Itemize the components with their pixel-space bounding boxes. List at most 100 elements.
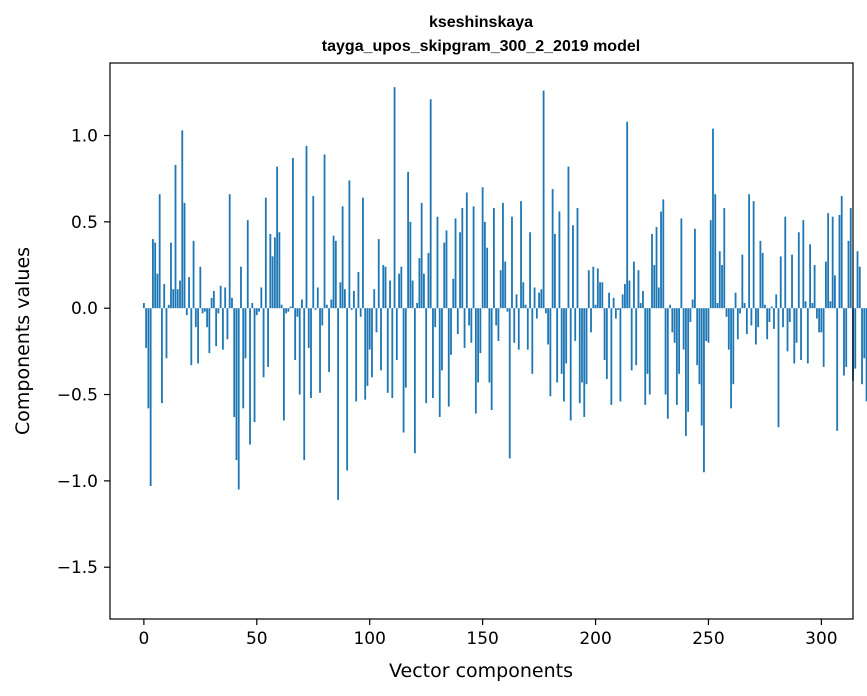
- bar: [610, 308, 613, 405]
- bar: [843, 308, 845, 376]
- bar: [614, 308, 617, 319]
- bar: [154, 242, 157, 309]
- bar: [459, 232, 461, 309]
- bar: [477, 308, 480, 383]
- bar: [269, 233, 272, 309]
- bar: [172, 289, 175, 309]
- bar: [786, 308, 789, 352]
- bar: [544, 308, 547, 314]
- bar: [362, 197, 364, 309]
- bar: [343, 289, 346, 309]
- bar: [759, 240, 762, 309]
- bar: [380, 308, 382, 371]
- y-tick-label: −1.0: [57, 472, 98, 492]
- bar: [594, 304, 597, 309]
- bar: [432, 308, 434, 398]
- bar: [522, 282, 525, 309]
- bar: [504, 261, 507, 309]
- bar: [163, 284, 166, 309]
- bar: [438, 308, 441, 417]
- x-tick-label: 250: [692, 629, 724, 649]
- bar: [176, 289, 179, 309]
- bar: [736, 308, 739, 340]
- bar: [714, 194, 717, 309]
- bar: [258, 308, 260, 312]
- bar: [603, 308, 606, 360]
- bar: [560, 308, 563, 374]
- bar: [721, 265, 723, 309]
- bar: [517, 308, 520, 350]
- bar: [355, 308, 358, 402]
- bar: [825, 261, 827, 309]
- bar: [743, 303, 746, 309]
- bar: [246, 220, 249, 309]
- bar: [675, 308, 678, 405]
- bar: [278, 232, 281, 309]
- bar: [542, 90, 545, 309]
- bar: [393, 87, 396, 309]
- bar: [339, 282, 342, 309]
- bar: [219, 285, 222, 309]
- bar: [768, 308, 771, 322]
- bar: [553, 233, 556, 309]
- bar: [565, 308, 568, 364]
- bar: [865, 308, 867, 402]
- bar: [599, 282, 601, 309]
- bar: [578, 308, 581, 404]
- bar: [364, 308, 367, 400]
- bar: [730, 308, 732, 409]
- bar: [203, 308, 206, 312]
- bar: [863, 308, 866, 359]
- bar: [251, 303, 254, 309]
- bar: [294, 308, 297, 360]
- y-axis-label: Components values: [12, 247, 34, 435]
- bar: [222, 308, 224, 350]
- bar: [481, 187, 484, 309]
- x-tick-label: 0: [138, 629, 149, 649]
- bar: [655, 227, 658, 309]
- bar: [628, 280, 631, 309]
- bar: [425, 308, 428, 404]
- bar: [800, 308, 802, 360]
- bar: [289, 306, 292, 309]
- bar: [423, 273, 425, 309]
- bar: [797, 232, 800, 309]
- bar: [567, 166, 570, 309]
- bar: [657, 287, 660, 309]
- bar: [208, 308, 211, 354]
- bar: [264, 197, 267, 309]
- bar: [508, 308, 511, 459]
- bar: [773, 308, 775, 329]
- bar: [167, 304, 170, 309]
- x-tick-label: 50: [246, 629, 268, 649]
- bar: [188, 277, 190, 309]
- bar: [201, 308, 204, 314]
- bar: [305, 145, 308, 309]
- bar: [441, 308, 443, 371]
- bar: [802, 220, 805, 309]
- bar: [549, 308, 552, 397]
- bar: [626, 121, 629, 309]
- bar: [470, 308, 473, 343]
- bar: [687, 308, 690, 412]
- bar: [703, 308, 705, 473]
- bar: [818, 308, 821, 333]
- bar: [296, 308, 299, 317]
- bar: [723, 208, 726, 309]
- bar: [325, 304, 328, 309]
- bar: [215, 308, 218, 347]
- bar: [156, 273, 159, 309]
- bar: [409, 221, 412, 309]
- bar: [316, 287, 319, 309]
- bar: [373, 289, 376, 309]
- bar: [511, 216, 513, 309]
- bar: [418, 258, 421, 309]
- bar: [513, 308, 516, 343]
- bar: [596, 268, 599, 309]
- bar: [608, 292, 610, 309]
- bar: [382, 265, 385, 309]
- bar: [197, 308, 199, 364]
- bar: [838, 214, 841, 309]
- bar: [621, 294, 624, 309]
- bar: [849, 208, 852, 309]
